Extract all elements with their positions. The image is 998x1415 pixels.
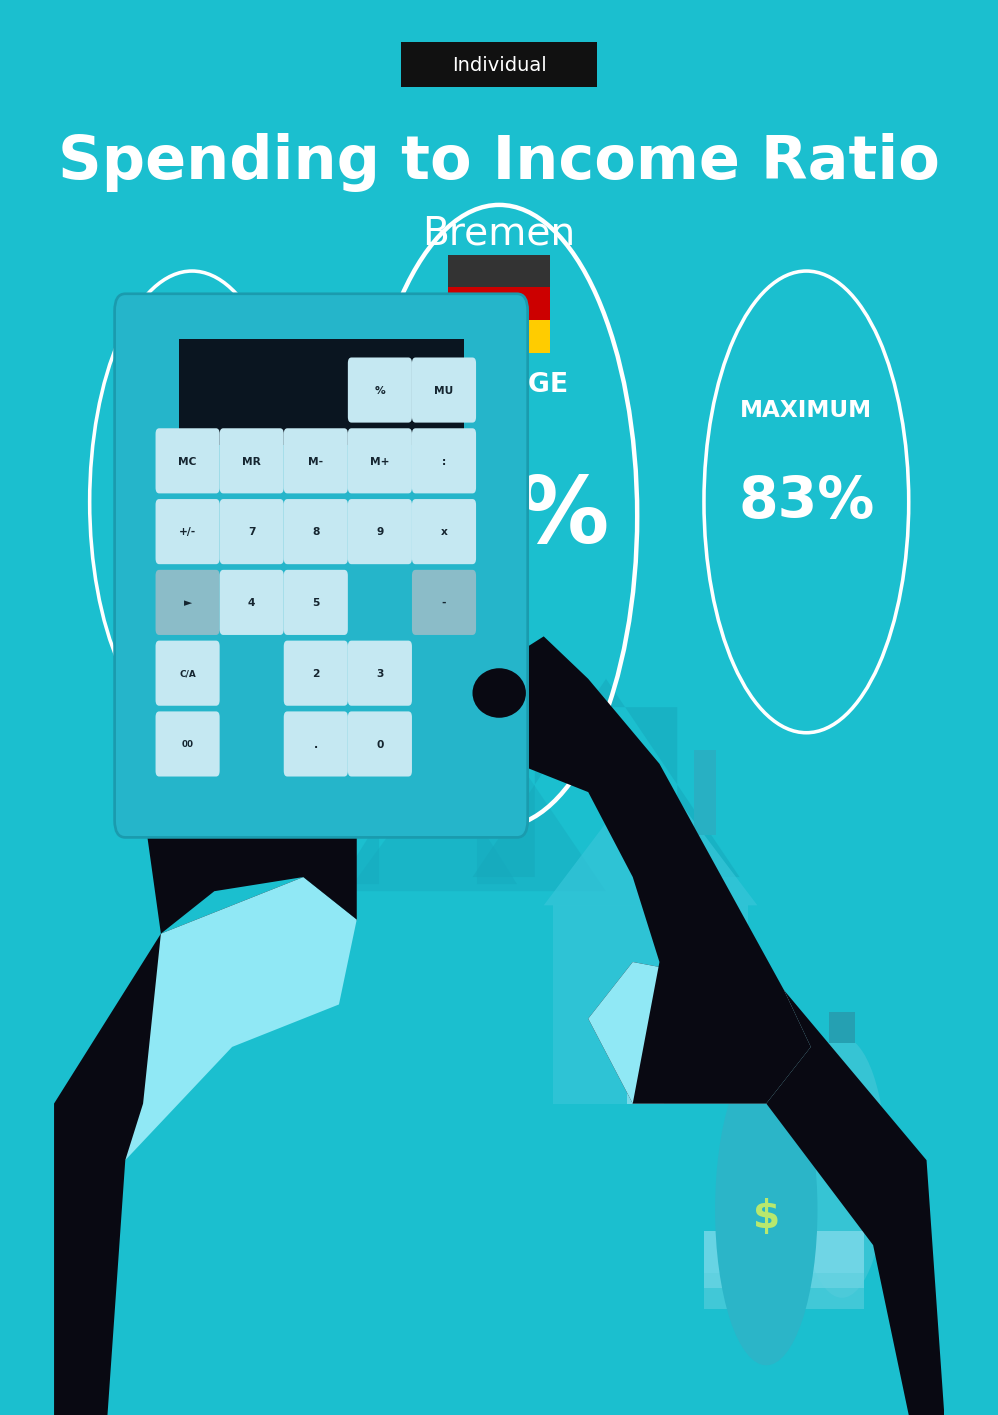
- Polygon shape: [125, 877, 356, 1160]
- Text: MINIMUM: MINIMUM: [130, 399, 254, 422]
- FancyBboxPatch shape: [220, 499, 283, 565]
- Bar: [627, 1012, 665, 1104]
- FancyBboxPatch shape: [347, 358, 412, 423]
- Text: 9: 9: [376, 526, 383, 538]
- Text: 74%: 74%: [388, 471, 610, 562]
- Text: :: :: [442, 456, 446, 467]
- Bar: [553, 906, 748, 1104]
- Text: M+: M+: [370, 456, 389, 467]
- Text: MU: MU: [434, 385, 453, 396]
- Text: 4: 4: [248, 597, 255, 608]
- Polygon shape: [472, 679, 740, 877]
- Bar: [694, 750, 716, 835]
- FancyBboxPatch shape: [283, 499, 347, 565]
- Polygon shape: [588, 962, 810, 1104]
- Text: 8: 8: [312, 526, 319, 538]
- Text: 66%: 66%: [124, 475, 259, 529]
- Text: 2: 2: [312, 668, 319, 679]
- Text: 7: 7: [248, 526, 255, 538]
- Text: $: $: [830, 1159, 852, 1190]
- FancyBboxPatch shape: [412, 570, 476, 635]
- Bar: [704, 1274, 864, 1309]
- FancyBboxPatch shape: [156, 499, 220, 565]
- Text: M-: M-: [308, 456, 323, 467]
- Text: Bremen: Bremen: [422, 215, 576, 252]
- FancyBboxPatch shape: [412, 358, 476, 423]
- Polygon shape: [544, 764, 757, 906]
- Text: .: .: [313, 739, 317, 750]
- Text: 5: 5: [312, 597, 319, 608]
- Text: Spending to Income Ratio: Spending to Income Ratio: [58, 133, 940, 192]
- FancyBboxPatch shape: [283, 641, 347, 706]
- FancyBboxPatch shape: [347, 499, 412, 565]
- Ellipse shape: [797, 1037, 886, 1298]
- FancyBboxPatch shape: [220, 570, 283, 635]
- FancyBboxPatch shape: [283, 429, 347, 494]
- FancyBboxPatch shape: [283, 712, 347, 777]
- FancyBboxPatch shape: [401, 42, 597, 88]
- Bar: [448, 289, 550, 321]
- Polygon shape: [125, 566, 356, 934]
- Text: 3: 3: [376, 668, 383, 679]
- Text: 83%: 83%: [738, 475, 874, 529]
- Polygon shape: [588, 962, 944, 1415]
- Ellipse shape: [715, 1054, 817, 1365]
- Text: 00: 00: [182, 740, 194, 749]
- FancyBboxPatch shape: [347, 712, 412, 777]
- Text: +/-: +/-: [179, 526, 197, 538]
- Bar: [704, 1231, 864, 1288]
- FancyBboxPatch shape: [156, 429, 220, 494]
- Text: $: $: [752, 1199, 779, 1235]
- Bar: [828, 1012, 855, 1043]
- Text: MC: MC: [179, 456, 197, 467]
- Bar: [448, 321, 550, 352]
- Text: %: %: [374, 385, 385, 396]
- Ellipse shape: [472, 669, 526, 719]
- Polygon shape: [347, 708, 606, 891]
- FancyBboxPatch shape: [412, 429, 476, 494]
- FancyBboxPatch shape: [347, 641, 412, 706]
- FancyBboxPatch shape: [156, 712, 220, 777]
- Bar: [749, 1024, 782, 1060]
- FancyBboxPatch shape: [156, 641, 220, 706]
- FancyBboxPatch shape: [220, 429, 283, 494]
- Text: AVERAGE: AVERAGE: [429, 372, 569, 398]
- Text: ►: ►: [184, 597, 192, 608]
- Polygon shape: [338, 743, 517, 884]
- FancyBboxPatch shape: [156, 570, 220, 635]
- FancyBboxPatch shape: [412, 499, 476, 565]
- FancyBboxPatch shape: [115, 294, 528, 838]
- Bar: [448, 256, 550, 289]
- Text: -: -: [441, 597, 446, 608]
- Text: 0: 0: [376, 739, 383, 750]
- Text: MR: MR: [243, 456, 261, 467]
- FancyBboxPatch shape: [283, 570, 347, 635]
- Polygon shape: [54, 877, 356, 1415]
- Text: Individual: Individual: [452, 55, 546, 75]
- Polygon shape: [481, 637, 810, 1104]
- Text: MAXIMUM: MAXIMUM: [740, 399, 872, 422]
- Bar: [179, 340, 463, 446]
- Text: x: x: [440, 526, 447, 538]
- FancyBboxPatch shape: [347, 429, 412, 494]
- Text: C/A: C/A: [180, 669, 196, 678]
